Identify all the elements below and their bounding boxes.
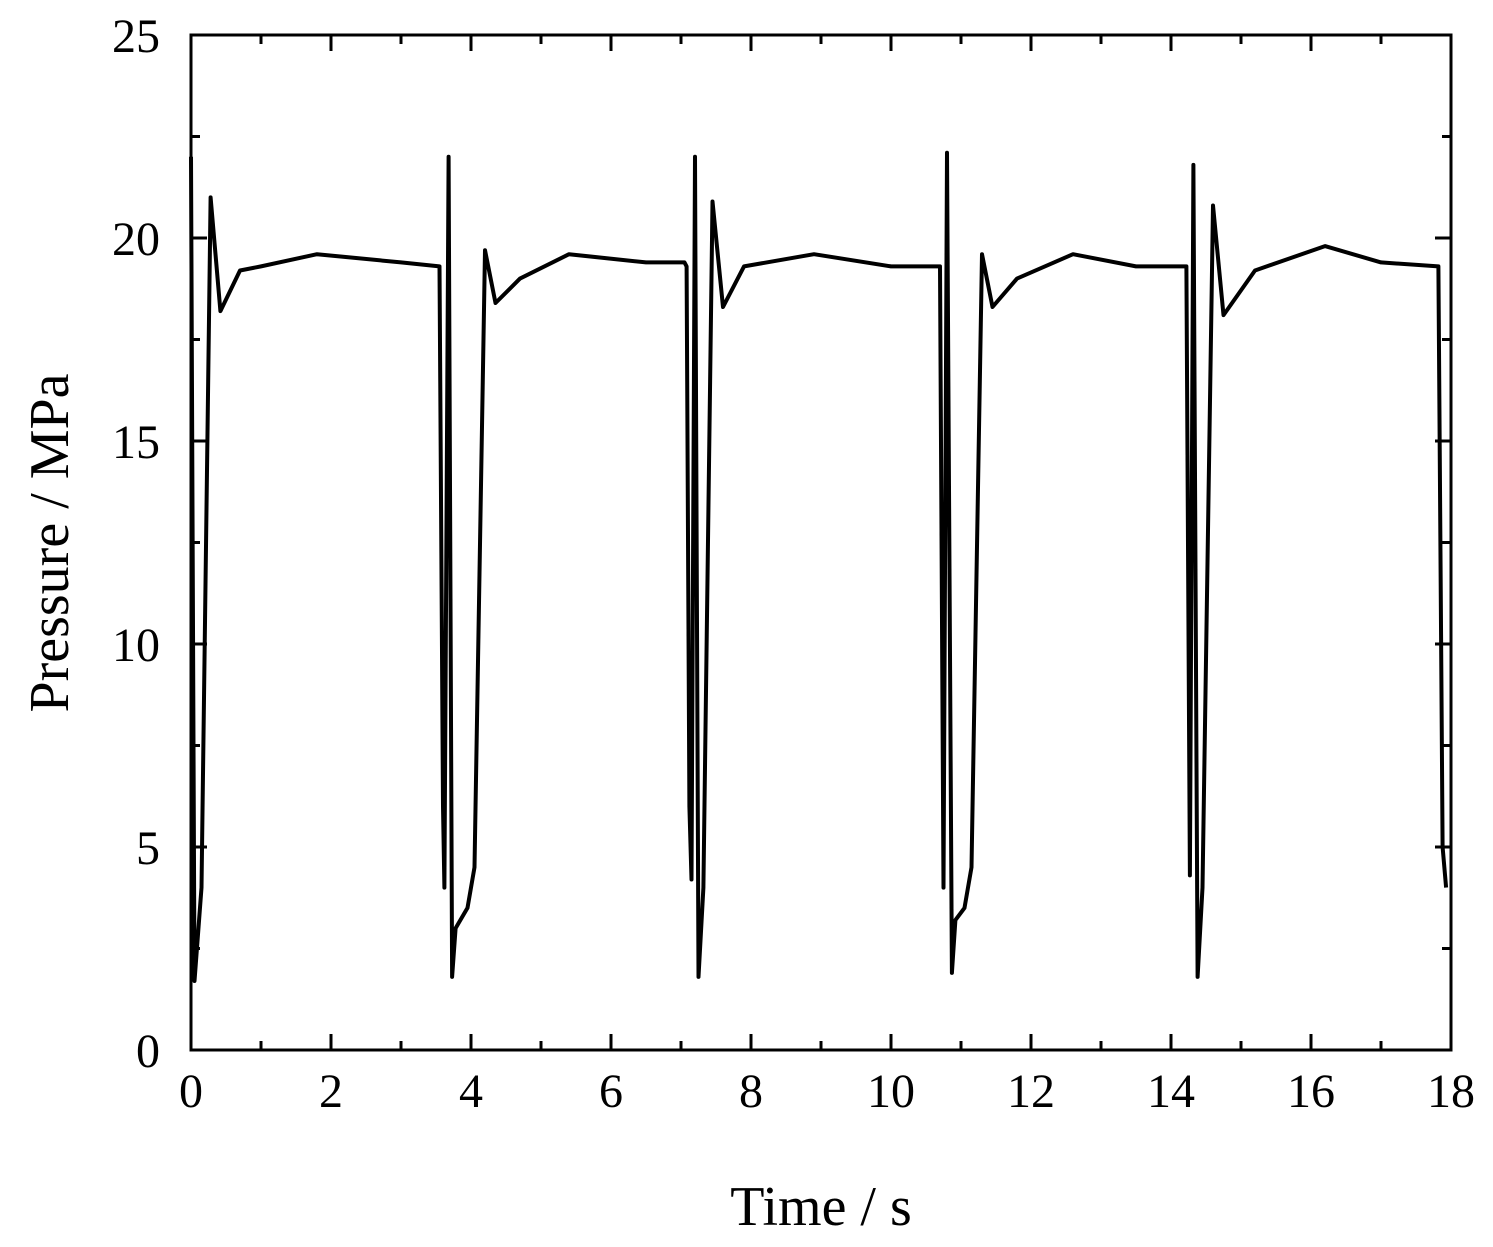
x-tick-label: 4 [459,1065,483,1118]
x-tick-label: 2 [319,1065,343,1118]
y-tick-label: 25 [112,10,160,63]
plot-frame [189,33,1453,1052]
x-tick-label: 14 [1147,1065,1195,1118]
x-tick-label: 0 [179,1065,203,1118]
x-tick-label: 6 [599,1065,623,1118]
y-axis-label: Pressure / MPa [19,373,81,712]
x-tick-label: 12 [1007,1065,1055,1118]
y-tick-label: 15 [112,416,160,469]
y-tick-label: 5 [136,822,160,875]
y-tick-label: 10 [112,619,160,672]
x-tick-label: 10 [867,1065,915,1118]
y-tick-label: 0 [136,1025,160,1078]
x-tick-label: 8 [739,1065,763,1118]
x-axis-label: Time / s [730,1176,912,1238]
data-line [189,150,1449,983]
x-tick-label: 18 [1427,1065,1475,1118]
x-tick-label: 16 [1287,1065,1335,1118]
y-tick-label: 20 [112,213,160,266]
